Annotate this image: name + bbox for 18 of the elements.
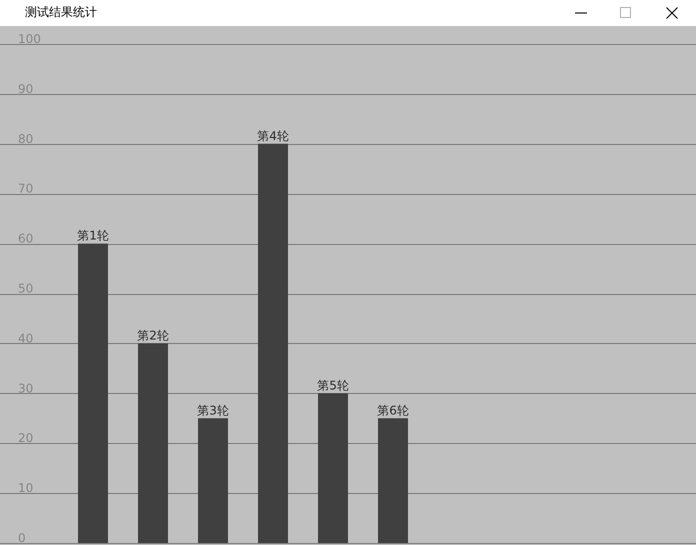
x-tick-label: 第1轮 — [77, 228, 109, 243]
y-tick-label: 0 — [18, 531, 26, 545]
y-tick-label: 50 — [18, 282, 34, 296]
x-tick-label: 第6轮 — [377, 403, 409, 418]
x-tick-label: 第5轮 — [317, 378, 349, 392]
y-tick-label: 70 — [18, 182, 34, 196]
x-tick-label: 第4轮 — [257, 128, 289, 143]
y-tick-label: 60 — [18, 232, 34, 246]
y-tick-label: 30 — [18, 381, 34, 396]
y-tick-label: 40 — [18, 331, 34, 346]
y-tick-label: 80 — [18, 132, 34, 146]
x-tick-label: 第3轮 — [197, 403, 229, 418]
chart-title: 测试结果统计 — [25, 5, 97, 20]
y-tick-label: 20 — [18, 431, 34, 446]
y-tick-label: 90 — [18, 82, 34, 96]
y-tick-label: 10 — [18, 481, 34, 496]
x-tick-label: 第2轮 — [137, 328, 169, 343]
y-tick-label: 100 — [18, 32, 41, 46]
